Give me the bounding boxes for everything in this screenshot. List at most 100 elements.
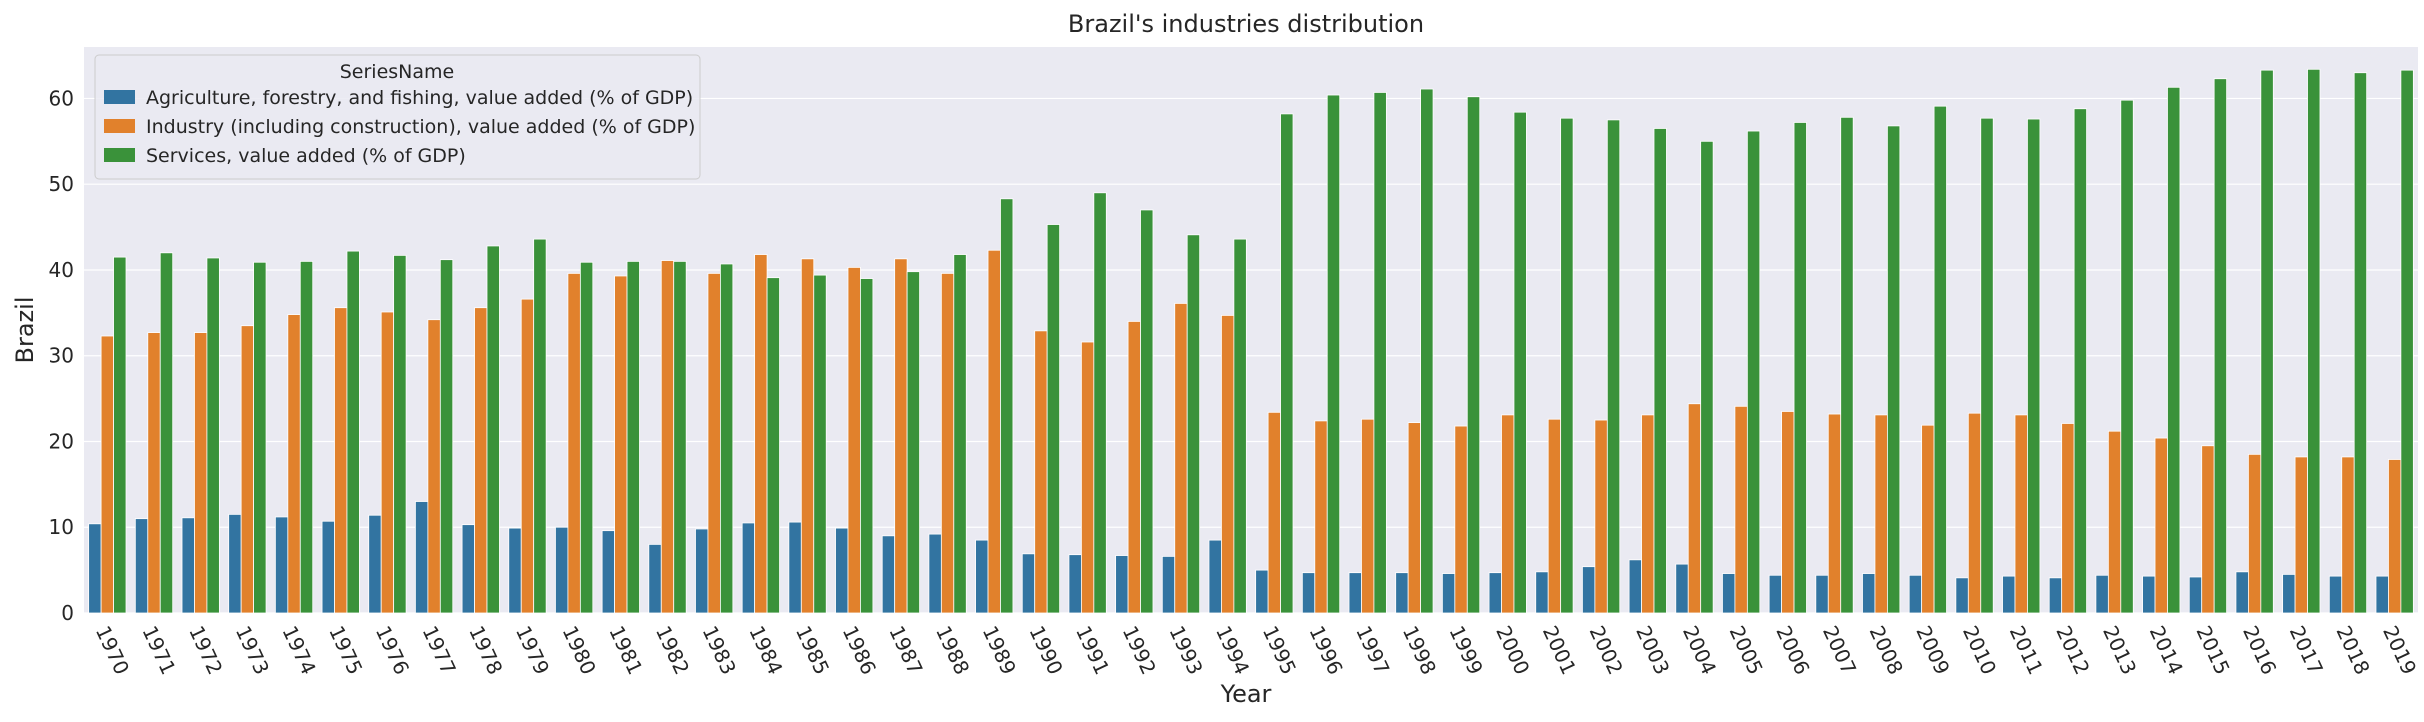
- bar-2-2003: [1653, 128, 1667, 614]
- x-tick-label: 1970: [91, 622, 134, 678]
- bar-2-1972: [206, 257, 220, 614]
- bar-2-2019: [2400, 69, 2414, 614]
- bar-1-1972: [194, 332, 208, 614]
- bar-1-1975: [334, 307, 348, 614]
- bar-2-2013: [2120, 99, 2134, 614]
- bar-1-1990: [1034, 330, 1048, 614]
- bar-2-1970: [113, 256, 127, 614]
- bar-2-1990: [1046, 224, 1061, 614]
- bar-0-1991: [1068, 554, 1082, 614]
- x-tick-label: 1989: [978, 622, 1021, 678]
- x-tick-label: 2004: [1678, 622, 1721, 678]
- bar-2-1988: [953, 254, 967, 614]
- bar-1-2008: [1874, 414, 1888, 614]
- legend-label-1: Industry (including construction), value…: [146, 116, 695, 138]
- bar-2-1977: [439, 259, 454, 614]
- bar-2-2018: [2353, 72, 2368, 614]
- bar-0-1979: [508, 527, 522, 614]
- x-tick-label: 1996: [1304, 622, 1347, 678]
- bar-0-2007: [1815, 574, 1829, 614]
- x-tick-label: 1973: [231, 622, 274, 678]
- bar-0-2018: [2328, 575, 2343, 614]
- bar-0-2000: [1488, 572, 1502, 614]
- chart-title: Brazil's industries distribution: [1068, 10, 1424, 38]
- x-tick-label: 1990: [1024, 622, 1067, 678]
- bar-2-1984: [766, 277, 780, 614]
- bar-1-1974: [287, 314, 301, 614]
- bar-0-1988: [928, 533, 942, 614]
- bar-2-1994: [1233, 238, 1247, 614]
- bar-1-2016: [2247, 453, 2262, 614]
- bar-2-1980: [579, 261, 594, 614]
- bar-1-1994: [1221, 315, 1235, 614]
- bar-0-2008: [1862, 573, 1876, 614]
- bar-2-2017: [2307, 68, 2321, 614]
- bar-2-2006: [1793, 122, 1807, 614]
- bar-0-1977: [415, 501, 429, 614]
- x-tick-label: 1995: [1258, 622, 1301, 678]
- bar-2-1985: [813, 274, 827, 614]
- bar-1-2011: [2014, 414, 2028, 614]
- x-tick-label: 1978: [464, 622, 507, 678]
- x-tick-label: 1986: [838, 622, 881, 678]
- bar-1-1984: [754, 254, 768, 614]
- y-tick-label: 50: [49, 172, 74, 196]
- bar-0-2002: [1582, 566, 1596, 614]
- bar-0-1984: [741, 522, 756, 614]
- bar-1-1996: [1314, 420, 1328, 614]
- x-tick-label: 1999: [1445, 622, 1488, 678]
- bar-1-1998: [1407, 422, 1422, 614]
- bar-2-1973: [253, 261, 267, 614]
- bar-2-2010: [1980, 117, 1994, 614]
- bar-1-2010: [1967, 412, 1982, 614]
- y-tick-label: 60: [49, 86, 74, 110]
- x-tick-label: 2002: [1585, 622, 1628, 678]
- bar-0-1974: [274, 516, 289, 614]
- bar-1-1982: [660, 260, 675, 614]
- x-tick-label: 2001: [1538, 622, 1581, 678]
- bar-0-1975: [321, 520, 335, 614]
- bar-0-1987: [881, 535, 896, 614]
- bar-2-1982: [673, 260, 687, 614]
- bar-1-1997: [1361, 418, 1375, 614]
- bar-2-2016: [2260, 69, 2274, 614]
- bar-1-2012: [2061, 423, 2075, 614]
- x-tick-label: 1972: [184, 622, 227, 678]
- bar-0-2004: [1675, 563, 1689, 614]
- x-tick-label: 1984: [744, 622, 787, 678]
- bar-2-2000: [1513, 111, 1527, 614]
- bar-0-1999: [1441, 573, 1456, 614]
- bar-1-1973: [240, 325, 255, 614]
- x-tick-label: 1991: [1071, 622, 1114, 678]
- x-tick-label: 2014: [2145, 622, 2188, 678]
- bar-1-2007: [1827, 413, 1842, 614]
- x-tick-label: 2016: [2238, 622, 2281, 678]
- x-tick-label: 2018: [2331, 622, 2374, 678]
- bar-0-1986: [835, 527, 849, 614]
- bar-1-2005: [1734, 405, 1748, 614]
- bar-2-1986: [860, 278, 874, 614]
- x-tick-label: 1993: [1164, 622, 1207, 678]
- bar-1-1992: [1127, 321, 1141, 614]
- x-tick-label: 2009: [1911, 622, 1954, 678]
- bar-1-2002: [1594, 419, 1608, 614]
- bar-1-2004: [1687, 403, 1702, 614]
- bar-2-1975: [346, 250, 360, 614]
- bar-1-1995: [1267, 411, 1281, 614]
- legend: SeriesName Agriculture, forestry, and fi…: [94, 54, 701, 180]
- bar-1-1970: [100, 335, 114, 614]
- x-tick-label: 1974: [278, 622, 321, 678]
- legend-swatch-2: [104, 148, 135, 162]
- bar-0-1994: [1208, 539, 1222, 614]
- x-tick-label: 1982: [651, 622, 694, 678]
- bar-0-1976: [368, 514, 382, 614]
- x-tick-label: 2015: [2191, 622, 2234, 678]
- bar-1-1979: [520, 298, 535, 614]
- bar-0-2009: [1908, 574, 1923, 614]
- bar-2-2011: [2027, 118, 2041, 614]
- bar-0-1998: [1395, 572, 1409, 614]
- y-tick-label: 30: [49, 344, 74, 368]
- y-axis-title: Brazil: [11, 297, 39, 364]
- bar-0-1980: [555, 526, 569, 614]
